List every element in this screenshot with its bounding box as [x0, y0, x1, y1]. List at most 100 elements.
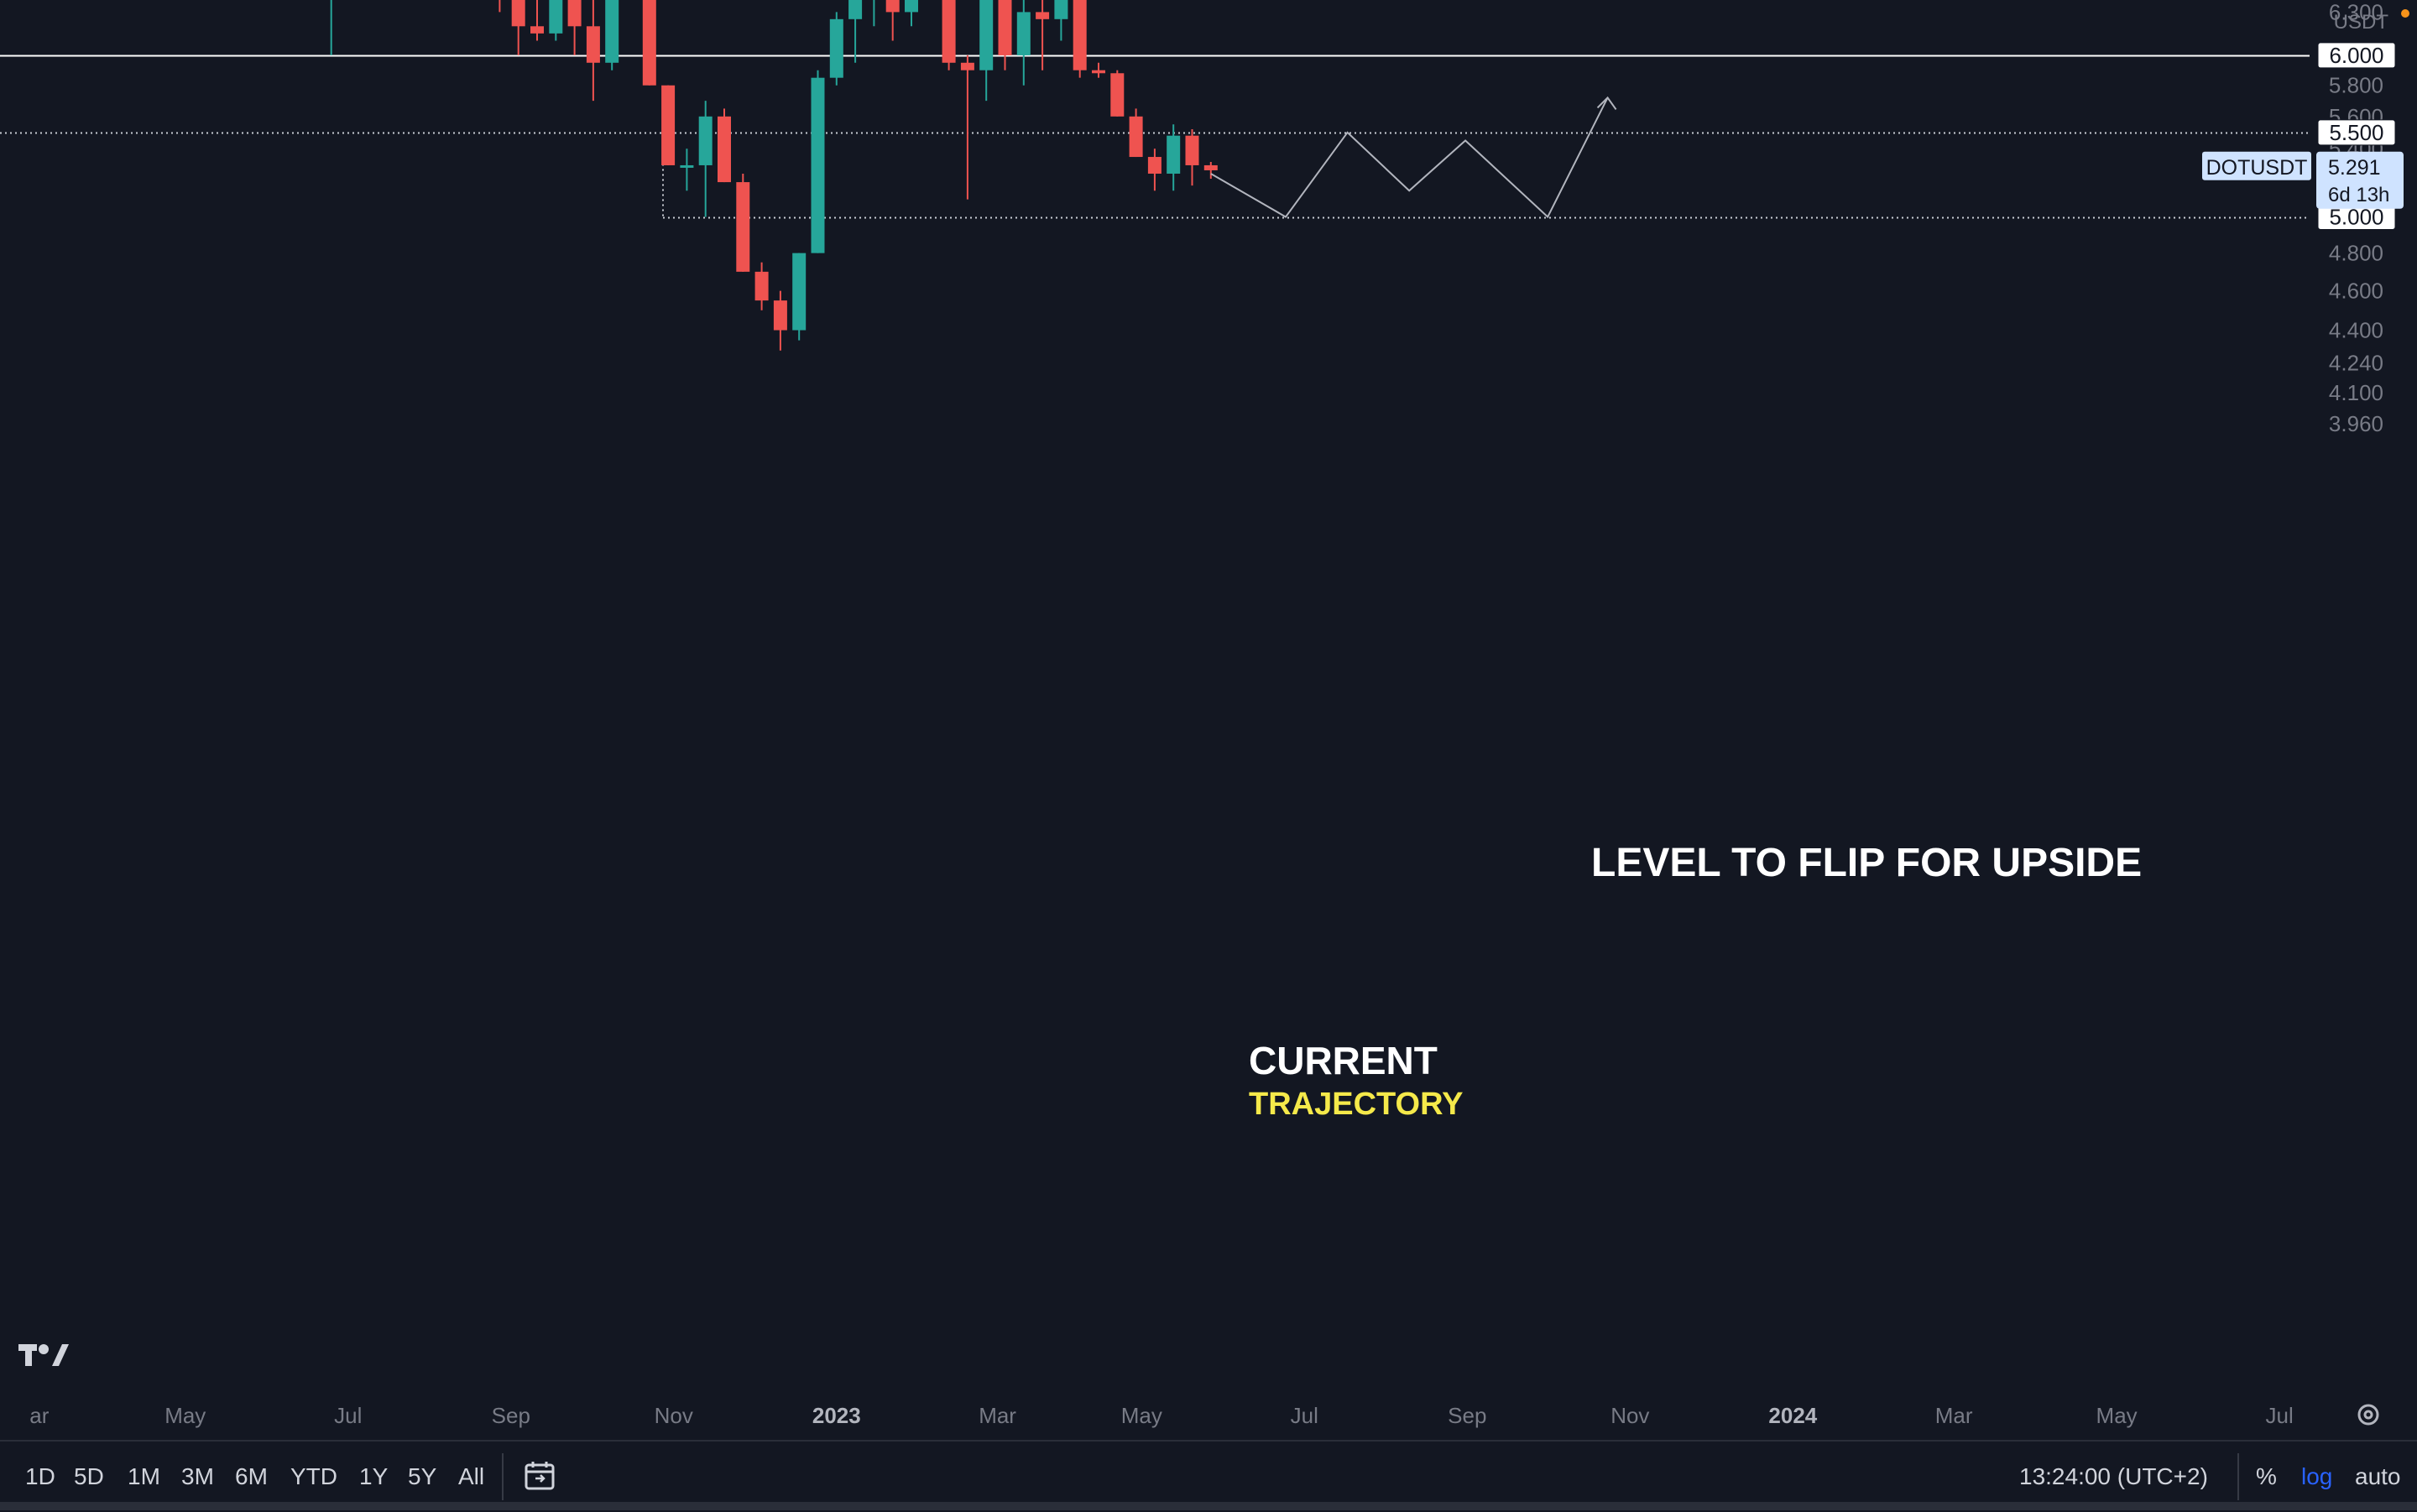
candle-body: [1054, 0, 1068, 19]
range-3m-button[interactable]: 3M: [181, 1463, 214, 1489]
level-price-tag: [2317, 42, 2396, 69]
candle-body: [811, 77, 825, 253]
bar-countdown-label: 6d 13h: [2328, 184, 2389, 206]
range-1m-button[interactable]: 1M: [128, 1463, 160, 1489]
candle-body: [885, 0, 900, 13]
time-axis-label: May: [2096, 1403, 2138, 1428]
time-axis-label: Sep: [492, 1403, 530, 1428]
trajectory-path: [1210, 96, 1609, 219]
flip-level-label: LEVEL TO FLIP FOR UPSIDE: [1591, 841, 2142, 885]
candlestick-series: [330, 0, 1218, 351]
level-price-label: 6.000: [2329, 43, 2383, 68]
currency-label: USDT: [2334, 11, 2389, 34]
current-price-tag: [2316, 151, 2404, 209]
candle-body: [998, 0, 1012, 55]
time-axis-label: 2024: [1768, 1403, 1817, 1428]
candle-body: [1016, 12, 1031, 55]
candle-body: [680, 164, 694, 168]
price-tick-label: 4.800: [2329, 241, 2383, 266]
candle-body: [642, 0, 656, 86]
price-tick-label: 3.960: [2329, 411, 2383, 436]
time-axis-label: Mar: [1935, 1403, 1973, 1428]
horizontal-levels: [0, 55, 2310, 219]
toolbar-divider: [2237, 1453, 2239, 1500]
candle-body: [905, 0, 918, 13]
time-axis-label: Jul: [2266, 1403, 2294, 1428]
range-1y-button[interactable]: 1Y: [359, 1463, 389, 1489]
candle-body: [773, 300, 787, 331]
level-price-tag: [2317, 119, 2396, 146]
candle-body: [605, 0, 619, 63]
annotations: LEVEL TO FLIP FOR UPSIDE CURRENT TRAJECT…: [1249, 841, 2142, 1122]
price-tick-label: 5.800: [2329, 73, 2383, 98]
price-tick-label: 4.240: [2329, 351, 2383, 376]
candle-body: [736, 182, 750, 272]
price-tick-label: 6.300: [2329, 0, 2383, 24]
candle-body: [1185, 135, 1199, 165]
time-axis-label: ar: [29, 1403, 49, 1428]
candle-body: [530, 26, 544, 34]
toolbar-divider: [502, 1453, 504, 1500]
range-all-button[interactable]: All: [458, 1463, 485, 1489]
time-axis[interactable]: ar May Jul Sep Nov 2023 Mar May Jul Sep Nov 2024 Mar…: [29, 1403, 2293, 1428]
time-axis-label: Jul: [334, 1403, 362, 1428]
candle-body: [586, 26, 600, 63]
price-tick-label: 4.400: [2329, 318, 2383, 343]
candle-body: [1203, 164, 1218, 170]
time-axis-label: Sep: [1448, 1403, 1486, 1428]
candle-body: [511, 0, 525, 27]
candle-body: [792, 253, 807, 331]
candle-body: [1147, 157, 1162, 174]
status-dot: [2401, 9, 2409, 18]
price-tick-label: 4.100: [2329, 380, 2383, 405]
candle-body: [1073, 0, 1087, 70]
trajectory-arrowhead: [1596, 96, 1617, 110]
range-ytd-button[interactable]: YTD: [290, 1463, 337, 1489]
range-5d-button[interactable]: 5D: [74, 1463, 104, 1489]
time-axis-label: Nov: [655, 1403, 693, 1428]
candle-body: [698, 116, 713, 165]
candle-body: [754, 271, 769, 301]
log-scale-button[interactable]: log: [2301, 1463, 2333, 1489]
candle-body: [1110, 73, 1125, 117]
time-axis-label: 2023: [812, 1403, 861, 1428]
time-axis-label: Nov: [1610, 1403, 1649, 1428]
time-axis-label: May: [1121, 1403, 1162, 1428]
candle-body: [718, 116, 731, 183]
candle-body: [1129, 116, 1143, 158]
candle-body: [661, 85, 676, 165]
candle-body: [1092, 70, 1105, 74]
candle-body: [848, 0, 863, 19]
auto-scale-button[interactable]: auto: [2355, 1463, 2401, 1489]
range-6m-button[interactable]: 6M: [235, 1463, 268, 1489]
candle-body: [942, 0, 956, 63]
price-chart[interactable]: USDT 9.5009.0008.6008.2007.8007.4006.600…: [0, 0, 2417, 1440]
symbol-label: DOTUSDT: [2206, 156, 2308, 180]
trajectory-projection: [1210, 96, 1617, 219]
price-axis[interactable]: USDT 9.5009.0008.6008.2007.8007.4006.600…: [2202, 0, 2409, 436]
time-axis-label: Mar: [979, 1403, 1016, 1428]
candle-body: [1167, 135, 1181, 174]
level-price-label: 5.500: [2329, 120, 2383, 145]
percent-scale-button[interactable]: %: [2256, 1463, 2277, 1489]
candle-body: [829, 18, 843, 78]
time-axis-label: Jul: [1291, 1403, 1318, 1428]
trajectory-label-trajectory: TRAJECTORY: [1249, 1087, 1463, 1122]
tradingview-logo-icon[interactable]: [18, 1344, 69, 1366]
current-price-label: 5.291: [2328, 156, 2381, 180]
clock-time-readout[interactable]: 13:24:00 (UTC+2): [2019, 1463, 2208, 1489]
calendar-range-icon[interactable]: [524, 1460, 557, 1500]
bottom-toolbar: 1D 5D 1M 3M 6M YTD 1Y 5Y All 13:24:00 (U…: [0, 1440, 2417, 1512]
price-tick-label: 4.600: [2329, 279, 2383, 304]
symbol-tag: [2202, 151, 2311, 180]
time-axis-label: May: [164, 1403, 206, 1428]
range-1d-button[interactable]: 1D: [25, 1463, 55, 1489]
trajectory-label-current: CURRENT: [1249, 1039, 1438, 1082]
scrollbar-track[interactable]: [0, 1502, 2417, 1510]
candle-body: [1036, 12, 1050, 19]
candle-body: [567, 0, 582, 27]
candle-body: [960, 62, 974, 70]
gear-icon[interactable]: [2357, 1404, 2379, 1426]
candle-body: [979, 0, 994, 70]
range-5y-button[interactable]: 5Y: [408, 1463, 437, 1489]
